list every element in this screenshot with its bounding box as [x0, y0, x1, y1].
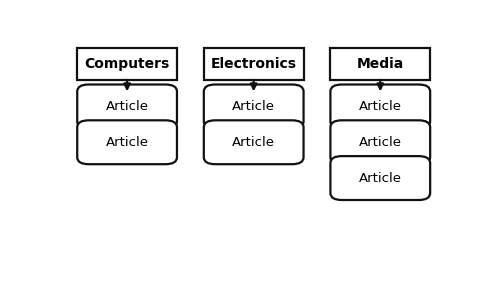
- Text: Article: Article: [105, 136, 148, 149]
- FancyBboxPatch shape: [77, 120, 177, 164]
- Text: Article: Article: [359, 172, 402, 184]
- Text: Article: Article: [359, 136, 402, 149]
- Text: Article: Article: [105, 100, 148, 113]
- Text: Article: Article: [232, 136, 275, 149]
- Text: Article: Article: [359, 100, 402, 113]
- Text: Electronics: Electronics: [211, 57, 297, 71]
- Text: Computers: Computers: [85, 57, 170, 71]
- Text: Media: Media: [357, 57, 404, 71]
- FancyBboxPatch shape: [331, 120, 430, 164]
- FancyBboxPatch shape: [204, 47, 303, 80]
- FancyBboxPatch shape: [204, 120, 303, 164]
- Text: Article: Article: [232, 100, 275, 113]
- FancyBboxPatch shape: [77, 85, 177, 128]
- FancyBboxPatch shape: [331, 85, 430, 128]
- FancyBboxPatch shape: [331, 47, 430, 80]
- FancyBboxPatch shape: [77, 47, 177, 80]
- FancyBboxPatch shape: [331, 156, 430, 200]
- FancyBboxPatch shape: [204, 85, 303, 128]
